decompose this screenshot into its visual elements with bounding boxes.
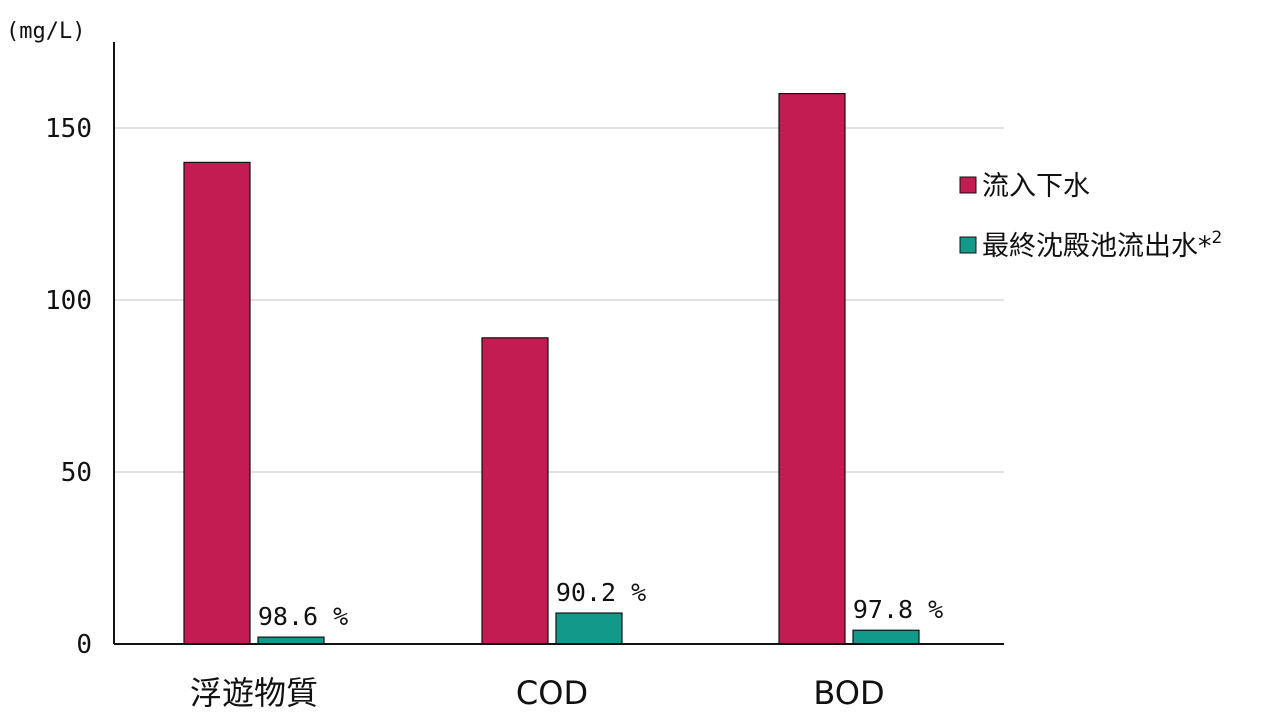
removal-rate-label: 97.8 %: [853, 595, 943, 624]
x-tick-label: BOD: [813, 674, 884, 712]
bar-effluent: [555, 612, 623, 645]
y-tick-labels: 0 50 100 150: [45, 114, 92, 660]
bar-influent: [183, 161, 251, 645]
y-tick-label: 150: [45, 114, 92, 144]
legend-label: 流入下水: [982, 171, 1090, 202]
y-axis-unit-label: (mg/L): [6, 19, 85, 44]
x-tick-label: 浮遊物質: [190, 674, 318, 712]
legend-footnote-mark: *: [1198, 231, 1212, 262]
legend-swatch: [959, 176, 977, 194]
x-tick-label: COD: [516, 674, 588, 712]
bar-effluent: [257, 636, 325, 645]
bar-influent: [778, 92, 846, 645]
legend-swatch: [959, 236, 977, 254]
removal-rate-label: 98.6 %: [258, 602, 348, 631]
removal-rate-label: 90.2 %: [556, 578, 646, 607]
removal-rate-labels: 98.6 % 90.2 % 97.8 %: [258, 578, 943, 631]
legend-footnote-number: 2: [1212, 228, 1223, 248]
bar-influent: [481, 337, 549, 645]
bars: [183, 92, 920, 645]
axes: [113, 42, 1004, 645]
y-tick-label: 100: [45, 286, 92, 316]
legend-series-name: 最終沈殿池流出水: [982, 231, 1198, 262]
y-tick-label: 50: [61, 458, 92, 488]
y-tick-label: 0: [76, 630, 92, 660]
gridlines: [114, 127, 1004, 473]
legend-series-name: 流入下水: [982, 171, 1090, 202]
bar-effluent: [852, 629, 920, 645]
legend-label: 最終沈殿池流出水*2: [982, 228, 1222, 262]
x-tick-labels: 浮遊物質 COD BOD: [190, 674, 885, 712]
